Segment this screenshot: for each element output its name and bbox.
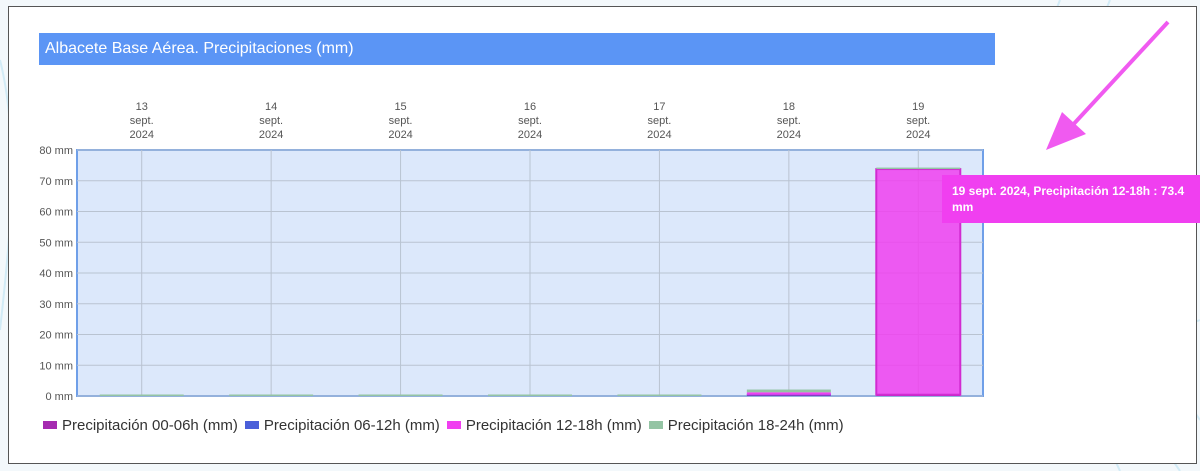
x-tick-label: 19 [912, 101, 924, 113]
x-tick-label: 17 [653, 101, 665, 113]
x-tick-label: 2024 [777, 129, 801, 141]
bar-tooltip: 19 sept. 2024, Precipitación 12-18h : 73… [942, 175, 1200, 223]
x-tick-label: 16 [524, 101, 536, 113]
legend-item[interactable]: Precipitación 06-12h (mm) [244, 416, 440, 434]
legend-label: Precipitación 00-06h (mm) [62, 416, 238, 434]
bar-segment[interactable] [617, 394, 702, 397]
legend-label: Precipitación 06-12h (mm) [263, 416, 440, 434]
legend-swatch [446, 421, 461, 429]
bar-segment[interactable] [746, 389, 831, 393]
y-tick-label: 10 mm [39, 360, 73, 372]
chart-legend: Precipitación 00-06h (mm) Precipitación 0… [43, 414, 851, 436]
bar-segment[interactable] [746, 392, 831, 395]
y-tick-label: 30 mm [39, 299, 73, 311]
legend-swatch [648, 421, 663, 429]
x-tick-label: sept. [647, 115, 671, 127]
legend-swatch [43, 421, 57, 429]
bar-segment[interactable] [358, 394, 443, 397]
x-tick-label: sept. [130, 115, 154, 127]
x-tick-label: sept. [518, 115, 542, 127]
legend-label: Precipitación 18-24h (mm) [667, 416, 844, 434]
y-tick-label: 0 mm [46, 391, 74, 403]
legend-item[interactable]: Precipitación 00-06h (mm) [43, 417, 238, 434]
legend-label: Precipitación 12-18h (mm) [465, 416, 642, 434]
x-tick-label: 15 [394, 101, 406, 113]
x-tick-label: sept. [777, 115, 801, 127]
x-tick-label: sept. [389, 115, 413, 127]
chart-title: Albacete Base Aérea. Precipitaciones (mm… [39, 33, 995, 65]
y-tick-label: 50 mm [39, 237, 73, 249]
arrow-shaft [1068, 20, 1170, 130]
arrow-down-left-icon [1046, 112, 1086, 150]
x-tick-label: sept. [906, 115, 930, 127]
x-tick-label: 2024 [259, 129, 283, 141]
bar-segment[interactable] [99, 394, 184, 397]
y-tick-label: 20 mm [39, 330, 73, 342]
x-tick-label: 2024 [647, 129, 671, 141]
y-tick-label: 60 mm [39, 207, 73, 219]
x-tick-label: 2024 [388, 129, 412, 141]
y-tick-label: 40 mm [39, 268, 73, 280]
legend-item[interactable]: Precipitación 12-18h (mm) [446, 416, 642, 434]
legend-item[interactable]: Precipitación 18-24h (mm) [648, 416, 844, 434]
x-tick-label: sept. [259, 115, 283, 127]
legend-swatch [244, 421, 259, 429]
x-tick-label: 13 [136, 101, 148, 113]
x-tick-label: 2024 [518, 129, 542, 141]
x-tick-label: 2024 [906, 129, 930, 141]
x-tick-label: 2024 [129, 129, 153, 141]
x-tick-label: 14 [265, 101, 277, 113]
y-tick-label: 80 mm [39, 145, 73, 157]
bar-segment[interactable] [229, 394, 314, 397]
x-tick-label: 18 [783, 101, 795, 113]
y-tick-label: 70 mm [39, 176, 73, 188]
bar-segment[interactable] [876, 167, 961, 170]
bar-segment[interactable] [488, 394, 572, 397]
